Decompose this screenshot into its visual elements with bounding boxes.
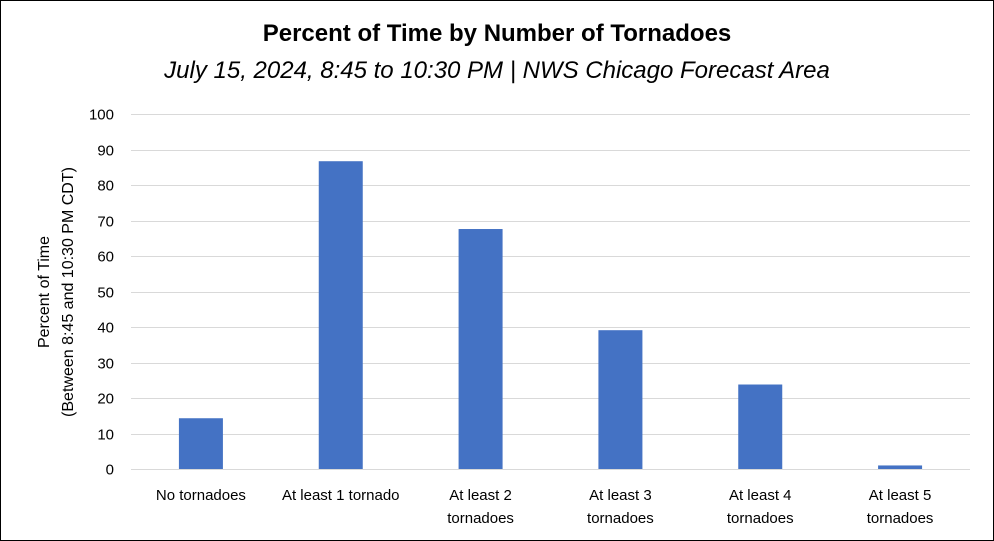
x-category-label: tornadoes [867, 510, 934, 527]
bar [738, 384, 783, 469]
y-tick-label: 60 [97, 249, 114, 266]
y-tick-label: 0 [106, 462, 114, 479]
y-axis-title-line: (Between 8:45 and 10:30 PM CDT) [60, 167, 77, 417]
y-tick-label: 100 [89, 107, 114, 124]
y-axis-title-line: Percent of Time [36, 236, 53, 348]
bar [458, 229, 503, 469]
bar [318, 161, 363, 469]
y-tick-label: 10 [97, 427, 114, 444]
y-tick-label: 30 [97, 356, 114, 373]
x-category-label: At least 1 tornado [282, 487, 400, 504]
x-category-label: At least 5 [869, 487, 932, 504]
bar [178, 418, 223, 469]
y-axis-title: Percent of Time (Between 8:45 and 10:30 P… [36, 167, 77, 417]
x-category-label: tornadoes [447, 510, 514, 527]
y-tick-label: 20 [97, 391, 114, 408]
x-category-label: tornadoes [587, 510, 654, 527]
y-tick-label: 40 [97, 320, 114, 337]
y-tick-label: 90 [97, 143, 114, 160]
x-category-label: At least 2 [449, 487, 512, 504]
x-category-label: No tornadoes [156, 487, 246, 504]
x-category-label: tornadoes [727, 510, 794, 527]
x-category-label: At least 4 [729, 487, 792, 504]
y-tick-label: 50 [97, 285, 114, 302]
bar [598, 330, 643, 469]
y-tick-label: 80 [97, 178, 114, 195]
bar [878, 465, 923, 469]
chart-subtitle: July 15, 2024, 8:45 to 10:30 PM | NWS Ch… [164, 57, 830, 84]
x-category-label: At least 3 [589, 487, 652, 504]
chart-title: Percent of Time by Number of Tornadoes [262, 20, 732, 47]
y-tick-label: 70 [97, 214, 114, 231]
